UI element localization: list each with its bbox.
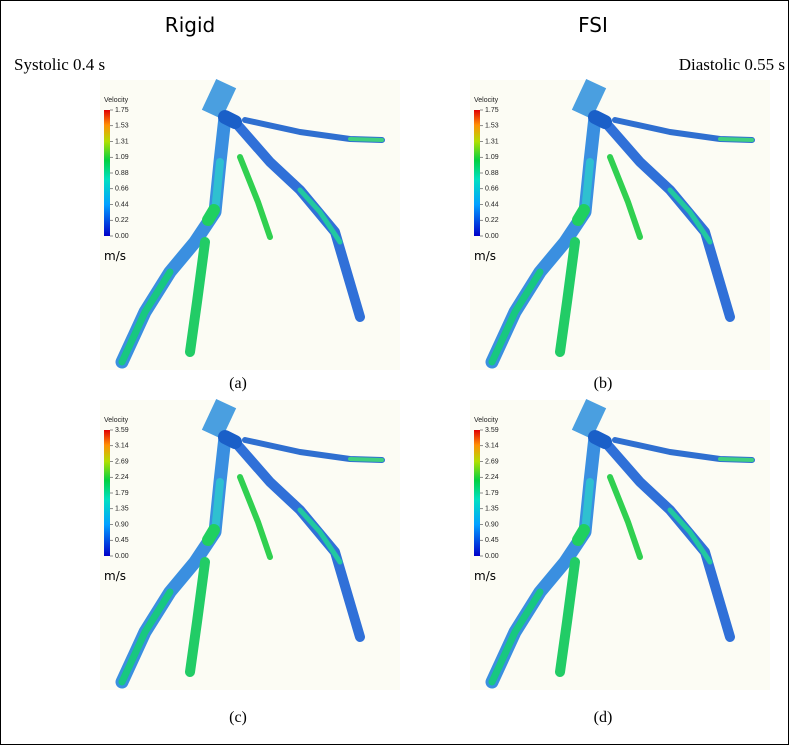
legend-unit: m/s [474, 569, 496, 583]
legend-title: Velocity [474, 97, 499, 104]
colorbar [474, 110, 480, 236]
colorbar-tick-label: 0.88 [485, 170, 499, 177]
colorbar-tick-label: 0.00 [115, 553, 129, 560]
legend-unit: m/s [104, 569, 126, 583]
panel-background [100, 80, 400, 370]
legend-title: Velocity [104, 97, 129, 104]
panel: Velocity 3.59 3.14 2.69 2.24 1.79 1.35 0.90 0.45… [100, 399, 400, 726]
colorbar-tick-label: 0.22 [115, 217, 129, 224]
panel-caption: (a) [229, 375, 247, 392]
colorbar-tick-label: 1.09 [485, 154, 499, 161]
panel-caption: (c) [229, 709, 247, 726]
panel-background [470, 400, 770, 690]
colorbar-tick-label: 1.75 [115, 107, 129, 114]
panel: Velocity 3.59 3.14 2.69 2.24 1.79 1.35 0.90 0.45… [470, 399, 770, 726]
colorbar-tick-label: 2.24 [485, 474, 499, 481]
colorbar-tick-label: 0.44 [485, 201, 499, 208]
panel-caption: (d) [594, 709, 613, 726]
colorbar-tick-label: 0.66 [485, 186, 499, 193]
colorbar-tick-label: 1.75 [485, 107, 499, 114]
colorbar [474, 430, 480, 556]
colorbar-tick-label: 0.90 [485, 521, 499, 528]
colorbar-tick-label: 1.35 [115, 506, 129, 513]
column-header: Rigid [165, 13, 215, 37]
legend-unit: m/s [104, 249, 126, 263]
panel-caption: (b) [594, 375, 613, 392]
colorbar-tick-label: 0.66 [115, 186, 129, 193]
colorbar [104, 110, 110, 236]
colorbar-tick-label: 2.24 [115, 474, 129, 481]
colorbar-tick-label: 1.09 [115, 154, 129, 161]
phase-label: Systolic 0.4 s [14, 55, 105, 74]
colorbar-tick-label: 0.00 [485, 233, 499, 240]
colorbar-tick-label: 1.53 [485, 123, 499, 130]
colorbar-tick-label: 1.31 [115, 138, 129, 145]
colorbar-tick-label: 0.88 [115, 170, 129, 177]
legend-unit: m/s [474, 249, 496, 263]
panel: Velocity 1.75 1.53 1.31 1.09 0.88 0.66 0.44 0.22… [100, 79, 400, 392]
legend-title: Velocity [474, 417, 499, 424]
colorbar-tick-label: 1.79 [485, 490, 499, 497]
colorbar-tick-label: 1.79 [115, 490, 129, 497]
phase-label: Diastolic 0.55 s [679, 55, 785, 74]
colorbar-tick-label: 3.59 [115, 427, 129, 434]
panel-background [470, 80, 770, 370]
colorbar-tick-label: 0.22 [485, 217, 499, 224]
colorbar-tick-label: 3.14 [115, 443, 129, 450]
colorbar-tick-label: 0.90 [115, 521, 129, 528]
colorbar-tick-label: 0.45 [485, 537, 499, 544]
panel-background [100, 400, 400, 690]
colorbar-tick-label: 0.00 [115, 233, 129, 240]
colorbar-tick-label: 3.59 [485, 427, 499, 434]
colorbar-tick-label: 1.35 [485, 506, 499, 513]
legend-title: Velocity [104, 417, 129, 424]
colorbar-tick-label: 1.31 [485, 138, 499, 145]
colorbar-tick-label: 0.44 [115, 201, 129, 208]
colorbar-tick-label: 1.53 [115, 123, 129, 130]
panel: Velocity 1.75 1.53 1.31 1.09 0.88 0.66 0.44 0.22… [470, 79, 770, 392]
colorbar-tick-label: 0.45 [115, 537, 129, 544]
colorbar-tick-label: 0.00 [485, 553, 499, 560]
colorbar-tick-label: 2.69 [485, 458, 499, 465]
colorbar [104, 430, 110, 556]
column-header: FSI [578, 13, 608, 37]
colorbar-tick-label: 2.69 [115, 458, 129, 465]
colorbar-tick-label: 3.14 [485, 443, 499, 450]
